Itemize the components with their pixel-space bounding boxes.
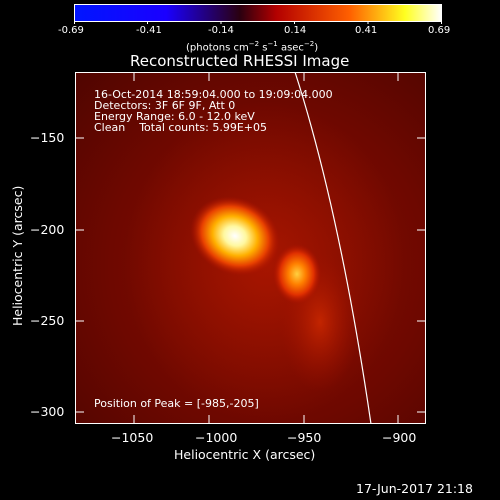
colorbar-tick: 0.69 bbox=[428, 25, 451, 36]
y-axis-label: Heliocentric Y (arcsec) bbox=[10, 185, 25, 326]
x-tick-label: −1000 bbox=[195, 430, 238, 445]
x-tick-label: −950 bbox=[287, 430, 322, 445]
y-tick-label: −200 bbox=[30, 222, 65, 237]
colorbar-tick: 0.14 bbox=[284, 25, 307, 36]
info-line-energy: Energy Range: 6.0 - 12.0 keV bbox=[94, 110, 255, 123]
peak-position-text: Position of Peak = [-985,-205] bbox=[94, 397, 259, 410]
colorbar-unit-label: (photons cm−2 s−1 asec−2) bbox=[186, 40, 319, 54]
colorbar-tick: 0.41 bbox=[355, 25, 378, 36]
footer-timestamp: 17-Jun-2017 21:18 bbox=[356, 481, 473, 496]
y-tick-label: −150 bbox=[30, 130, 65, 145]
rhessi-image bbox=[75, 72, 426, 424]
y-tick-label: −300 bbox=[30, 404, 65, 419]
y-tick-label: −250 bbox=[30, 313, 65, 328]
plot-title: Reconstructed RHESSI Image bbox=[130, 52, 350, 70]
info-line-time: 16-Oct-2014 18:59:04.000 to 19:09:04.000 bbox=[94, 88, 333, 101]
colorbar-tick: -0.14 bbox=[208, 25, 234, 36]
x-tick-label: −900 bbox=[382, 430, 417, 445]
plot-frame bbox=[75, 72, 426, 424]
colorbar-gradient bbox=[74, 4, 442, 24]
solar-limb bbox=[294, 72, 372, 424]
colorbar-tick: -0.41 bbox=[136, 25, 162, 36]
x-tick-label: −1050 bbox=[111, 430, 154, 445]
axis-ticks bbox=[75, 72, 426, 424]
info-line-detectors: Detectors: 3F 6F 9F, Att 0 bbox=[94, 99, 236, 112]
info-line-counts: Clean Total counts: 5.99E+05 bbox=[94, 121, 268, 134]
colorbar-tick: -0.69 bbox=[58, 25, 84, 36]
x-axis-label: Heliocentric X (arcsec) bbox=[174, 447, 316, 462]
